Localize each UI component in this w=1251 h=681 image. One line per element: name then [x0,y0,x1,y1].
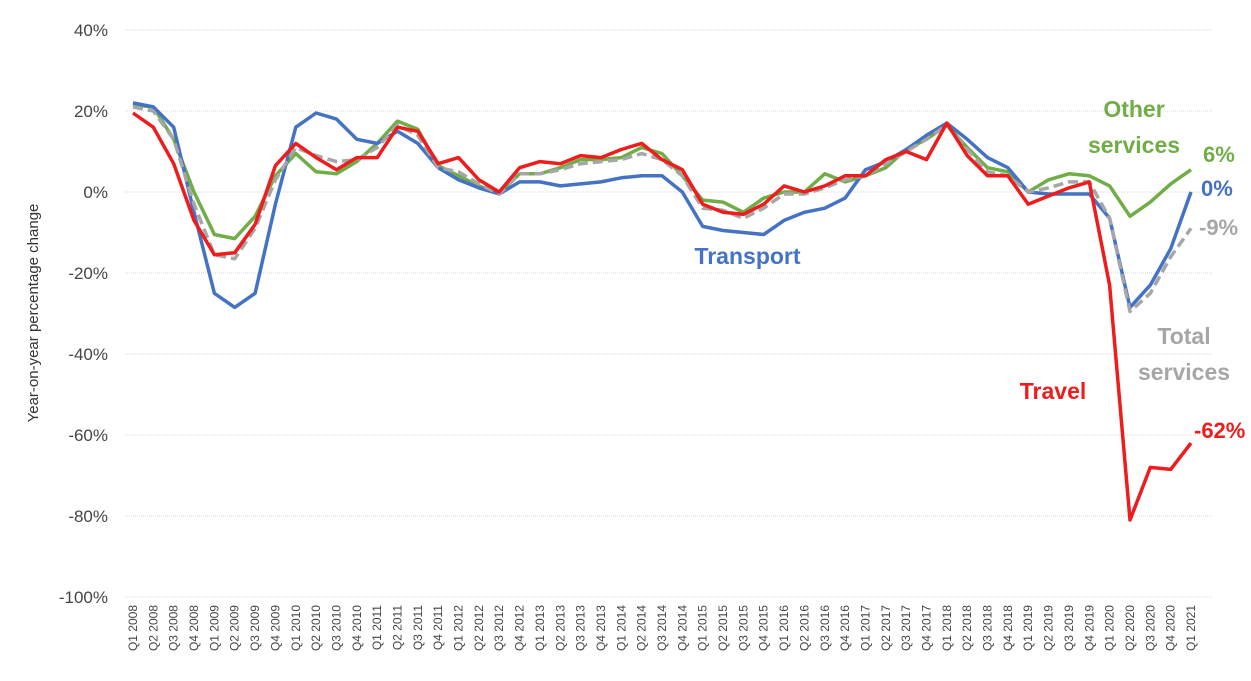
x-tick-label: Q4 2020 [1164,605,1178,651]
x-tick-label: Q2 2011 [391,605,405,650]
x-tick-label: Q3 2011 [411,605,425,650]
x-tick-label: Q1 2017 [858,605,872,651]
x-tick-label: Q2 2013 [553,605,567,651]
x-tick-label: Q3 2017 [899,605,913,651]
x-tick-label: Q1 2020 [1103,605,1117,651]
x-tick-label: Q1 2009 [207,605,221,651]
x-tick-label: Q1 2021 [1184,605,1198,651]
x-tick-label: Q2 2010 [309,605,323,651]
x-tick-label: Q1 2011 [370,605,384,650]
x-tick-label: Q3 2019 [1062,605,1076,651]
x-tick-label: Q4 2013 [594,605,608,651]
x-tick-label: Q4 2008 [187,605,201,651]
x-tick-label: Q2 2014 [635,605,649,651]
x-tick-label: Q1 2012 [452,605,466,651]
y-axis-label: Year-on-year percentage change [25,204,42,423]
value-label: -9% [1199,215,1238,240]
y-tick-label: 40% [74,21,108,40]
x-tick-label: Q4 2019 [1082,605,1096,651]
value-label: -62% [1194,418,1245,443]
y-tick-label: 0% [83,183,108,202]
x-tick-label: Q1 2014 [614,605,628,651]
x-tick-label: Q4 2009 [268,605,282,651]
x-tick-label: Q3 2008 [167,605,181,651]
x-tick-label: Q2 2012 [472,605,486,651]
x-tick-label: Q4 2016 [838,605,852,651]
x-tick-label: Q2 2015 [716,605,730,651]
x-tick-label: Q1 2013 [533,605,547,651]
series-line [131,111,1193,522]
series-line [132,101,1193,310]
y-tick-label: 20% [74,102,108,121]
y-tick-label: -60% [68,426,108,445]
x-tick-label: Q2 2008 [146,605,160,651]
y-tick-label: -80% [68,507,108,526]
value-label: 0% [1201,176,1233,201]
x-tick-label: Q4 2010 [350,605,364,651]
series-label: Travel [1019,378,1087,404]
x-tick-label: Q4 2011 [431,605,445,650]
x-tick-label: Q1 2019 [1021,605,1035,651]
x-tick-label: Q2 2018 [960,605,974,651]
x-tick-label: Q4 2018 [1001,605,1015,651]
x-tick-label: Q3 2015 [736,605,750,651]
x-tick-label: Q4 2017 [920,605,934,651]
x-tick-label: Q1 2008 [126,605,140,651]
x-tick-label: Q2 2009 [228,605,242,651]
y-tick-label: -20% [68,264,108,283]
x-tick-label: Q3 2014 [655,605,669,651]
x-tick-label: Q2 2020 [1123,605,1137,651]
x-tick-label: Q3 2020 [1143,605,1157,651]
series-line [132,105,1193,314]
value-label: 6% [1203,142,1235,167]
x-tick-label: Q4 2015 [757,605,771,651]
x-tick-label: Q3 2016 [818,605,832,651]
x-tick-label: Q1 2010 [289,605,303,651]
x-tick-label: Q3 2013 [574,605,588,651]
x-tick-label: Q4 2012 [513,605,527,651]
x-tick-label: Q3 2010 [329,605,343,651]
x-tick-label: Q4 2014 [675,605,689,651]
series-label: Other services [1087,96,1181,158]
x-tick-label: Q1 2018 [940,605,954,651]
x-tick-label: Q2 2016 [797,605,811,651]
x-tick-label: Q1 2016 [777,605,791,651]
y-tick-label: -40% [68,345,108,364]
y-tick-label: -100% [59,588,108,607]
x-tick-label: Q3 2018 [981,605,995,651]
x-tick-label: Q1 2015 [696,605,710,651]
x-tick-label: Q3 2012 [492,605,506,651]
x-tick-label: Q2 2019 [1042,605,1056,651]
x-tick-label: Q2 2017 [879,605,893,651]
series-label: Transport [694,243,801,269]
series-label: Total services [1137,323,1231,385]
series-line [132,103,1193,241]
x-tick-label: Q3 2009 [248,605,262,651]
